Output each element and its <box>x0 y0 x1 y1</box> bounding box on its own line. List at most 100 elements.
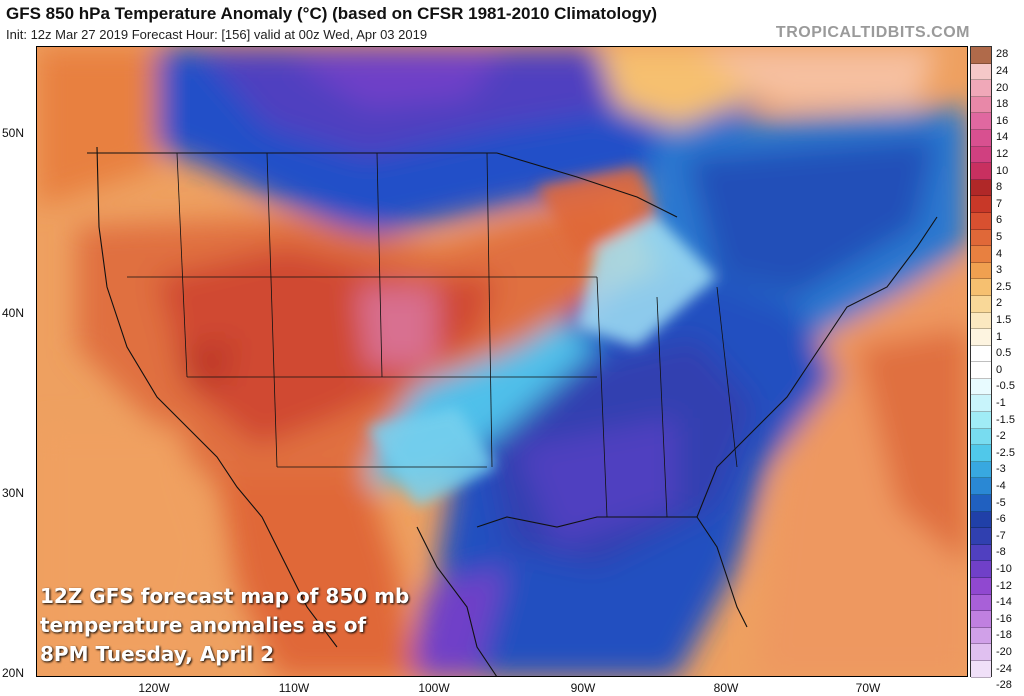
anomaly-detail <box>367 167 717 507</box>
colorbar-tick-label: -5 <box>996 496 1006 509</box>
colorbar-tick-label: -18 <box>996 629 1012 642</box>
colorbar-cell <box>971 329 991 346</box>
colorbar-tick-label: -6 <box>996 513 1006 526</box>
colorbar-cell <box>971 47 991 64</box>
lat-label-50n: 50N <box>2 126 25 140</box>
map-subtitle: Init: 12z Mar 27 2019 Forecast Hour: [15… <box>6 27 428 42</box>
colorbar-tick-label: -1 <box>996 397 1006 409</box>
colorbar-cell <box>971 461 991 479</box>
colorbar-cell <box>971 660 991 678</box>
caption-line-2: temperature anomalies as of <box>40 613 367 637</box>
colorbar-cell <box>971 279 991 296</box>
colorbar-tick-label: -3 <box>996 463 1006 476</box>
colorbar-cell <box>971 295 991 313</box>
anomaly-field <box>37 47 967 676</box>
colorbar-tick-label: 7 <box>996 197 1003 210</box>
colorbar-cell <box>971 113 991 130</box>
colorbar-tick-label: -2 <box>996 430 1006 443</box>
colorbar-cell <box>971 544 991 562</box>
colorbar-cell <box>971 594 991 612</box>
colorbar-cell <box>971 627 991 645</box>
lon-label-100w: 100W <box>418 681 450 695</box>
colorbar-tick-label: 0.5 <box>996 347 1012 360</box>
colorbar <box>970 46 992 678</box>
colorbar-tick-label: 6 <box>996 214 1003 227</box>
colorbar-tick-label: -28 <box>996 679 1012 692</box>
colorbar-tick-label: 10 <box>996 164 1009 177</box>
colorbar-tick-label: 24 <box>996 64 1009 77</box>
colorbar-tick-label: -10 <box>996 563 1012 576</box>
colorbar-tick-label: -14 <box>996 596 1012 609</box>
colorbar-cell <box>971 428 991 446</box>
brand-watermark[interactable]: TROPICALTIDBITS.COM <box>775 24 970 41</box>
caption-overlay: 12Z GFS forecast map of 850 mb temperatu… <box>40 582 470 669</box>
lon-label-90w: 90W <box>570 681 596 695</box>
colorbar-tick-label: 14 <box>996 131 1009 144</box>
colorbar-cell <box>971 129 991 147</box>
colorbar-cell <box>971 146 991 164</box>
colorbar-tick-label: 20 <box>996 81 1009 94</box>
colorbar-cell <box>971 246 991 263</box>
lat-label-30n: 30N <box>2 486 25 500</box>
colorbar-tick-label: 5 <box>996 230 1003 243</box>
colorbar-cell <box>971 528 991 545</box>
colorbar-tick-label: -7 <box>996 529 1006 542</box>
colorbar-tick-label: 1.5 <box>996 313 1012 326</box>
colorbar-tick-label: -12 <box>996 579 1012 592</box>
colorbar-tick-label: -8 <box>996 546 1006 559</box>
colorbar-cell <box>971 312 991 330</box>
caption-line-3: 8PM Tuesday, April 2 <box>40 642 275 666</box>
colorbar-cell <box>971 80 991 97</box>
lon-label-70w: 70W <box>855 681 881 695</box>
colorbar-tick-label: 18 <box>996 98 1009 111</box>
colorbar-tick-label: 16 <box>996 114 1009 127</box>
colorbar-tick-label: -16 <box>996 612 1012 625</box>
colorbar-tick-label: -2.5 <box>996 446 1015 459</box>
colorbar-cell <box>971 445 991 462</box>
map-svg <box>37 47 967 676</box>
colorbar-cell <box>971 561 991 578</box>
colorbar-tick-label: -1.5 <box>996 413 1015 426</box>
colorbar-cell <box>971 196 991 213</box>
colorbar-cell <box>971 378 991 396</box>
colorbar-cell <box>971 63 991 81</box>
colorbar-cell <box>971 345 991 363</box>
colorbar-tick-label: 12 <box>996 147 1009 160</box>
caption-line-1: 12Z GFS forecast map of 850 mb <box>40 584 410 608</box>
colorbar-tick-label: -24 <box>996 662 1012 675</box>
colorbar-tick-label: 3 <box>996 264 1003 277</box>
colorbar-cell <box>971 644 991 661</box>
lon-label-120w: 120W <box>138 681 170 695</box>
colorbar-cell <box>971 179 991 197</box>
colorbar-cell <box>971 578 991 595</box>
lon-label-110w: 110W <box>278 681 310 695</box>
state-borders <box>127 152 738 518</box>
colorbar-cell <box>971 262 991 280</box>
colorbar-tick-label: 2 <box>996 297 1003 310</box>
colorbar-tick-label: 1 <box>996 330 1003 343</box>
colorbar-tick-label: 28 <box>996 48 1009 61</box>
colorbar-tick-label: 8 <box>996 181 1003 194</box>
colorbar-cell <box>971 96 991 114</box>
colorbar-tick-label: -0.5 <box>996 380 1015 393</box>
coastlines <box>87 146 938 676</box>
colorbar-tick-label: 2.5 <box>996 280 1012 293</box>
lat-label-20n: 20N <box>2 666 25 680</box>
colorbar-cell <box>971 362 991 379</box>
colorbar-cell <box>971 495 991 512</box>
lat-label-40n: 40N <box>2 306 25 320</box>
colorbar-tick-label: -4 <box>996 480 1006 493</box>
colorbar-tick-label: 0 <box>996 363 1003 376</box>
colorbar-tick-label: 4 <box>996 247 1003 260</box>
colorbar-cell <box>971 163 991 180</box>
colorbar-cell <box>971 611 991 628</box>
colorbar-cell <box>971 395 991 413</box>
colorbar-cell <box>971 478 991 496</box>
colorbar-cell <box>971 229 991 247</box>
colorbar-cell <box>971 511 991 529</box>
lon-label-80w: 80W <box>713 681 739 695</box>
colorbar-tick-label: -20 <box>996 646 1012 659</box>
colorbar-cell <box>971 412 991 429</box>
temperature-anomaly-map[interactable] <box>36 46 968 677</box>
map-title: GFS 850 hPa Temperature Anomaly (°C) (ba… <box>6 4 658 23</box>
